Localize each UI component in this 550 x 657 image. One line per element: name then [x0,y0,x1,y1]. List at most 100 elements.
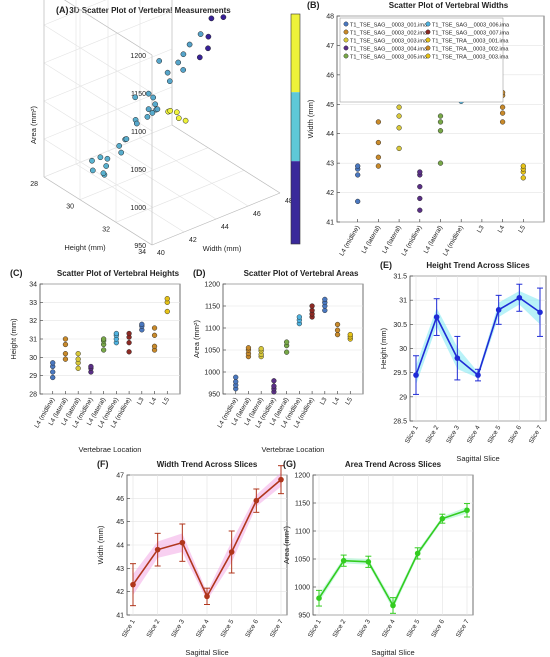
y-tick-label: 45 [326,102,334,109]
y-axis-label: Area (mm²) [282,526,291,564]
legend-marker [425,53,431,59]
data-point [413,372,419,378]
y-tick-label: 1100 [205,326,220,333]
y-tick-label: 47 [326,43,334,50]
data-point [205,33,212,40]
data-point [296,314,302,320]
z-axis-label: Area (mm²) [29,106,38,144]
data-point [197,31,204,37]
panel-tag: (B) [307,0,320,10]
data-point [204,593,210,600]
data-point [104,155,111,162]
x-tick-label: L4 [149,396,159,406]
data-point [118,149,125,156]
grid-line [79,147,209,200]
y-tick-label: 47 [116,473,124,480]
x-tick-label: L4 (lateral) [423,225,445,255]
data-point [126,349,132,355]
panel-tag: (F) [97,459,109,469]
y-tick-label: 1200 [294,473,310,480]
x-tick-label: L4 [497,224,507,234]
colorbar-segment [291,92,300,162]
x-tick-label: L3 [319,396,329,406]
data-point [89,157,95,164]
data-point [152,101,159,108]
y-tick-label: 41 [116,613,124,620]
data-point [355,163,361,169]
y-axis-label: Height (mm) [9,318,18,360]
data-point [365,559,372,565]
data-point [417,169,423,175]
x-tick-label: 42 [189,237,197,244]
x-tick-label: Slice 2 [425,424,441,445]
data-point [334,331,341,338]
x-tick-label: L4 (midline) [442,225,465,258]
y-tick-label: 31 [399,298,407,305]
y-tick-label: 45 [116,519,124,526]
y-tick-label: 48 [326,14,334,21]
data-point [355,172,361,178]
panel-title: Scatter Plot of Vertebral Areas [244,269,359,278]
axes-box [222,283,364,395]
data-point [396,113,402,119]
colorbar-segment [291,14,300,93]
data-point [322,307,328,314]
x-tick-label: Slice 2 [146,618,162,639]
x-tick-label: Slice 3 [356,618,372,639]
box-edge [64,0,153,56]
panel-tag: (G) [283,459,296,469]
data-point [437,119,444,125]
data-point [116,143,123,149]
panel-tag: (C) [10,268,23,278]
x-tick-label: L3 [476,224,486,234]
panel-title: Scatter Plot of Vertebral Widths [389,1,509,10]
data-point [396,125,402,131]
data-point [164,69,171,76]
y-tick-label: 31 [29,337,37,344]
x-tick-label: Slice 6 [430,618,446,639]
panel-e: (E) Height Trend Across Slices 28.5 29 29.5 3… [379,260,547,463]
colorbar-segment [291,161,300,244]
y-axis-label: Width (mm) [96,525,105,564]
data-point [123,136,130,142]
y-tick-label: 1000 [204,370,220,377]
x-tick-label: Slice 1 [307,618,323,639]
y-axis-label: Width (mm) [306,99,315,138]
y-tick-label: 42 [116,589,124,596]
x-tick-label: Slice 3 [445,424,461,445]
x-tick-label: Slice 2 [332,618,348,639]
x-tick-label: Slice 1 [404,424,420,445]
data-point [186,41,193,48]
x-tick-label: Slice 6 [507,424,523,445]
data-point [375,163,382,169]
data-point [149,110,156,116]
panel-tag: (D) [193,268,206,278]
data-point [233,374,239,380]
data-point [334,321,341,328]
data-point [113,330,119,337]
grid-line [75,163,185,233]
x-tick-label: 44 [221,224,229,231]
grid-line [139,137,249,207]
data-point [347,331,353,338]
data-point [175,59,182,66]
data-point [89,167,96,174]
colorbar-frame [290,13,301,245]
panel-a: (A) 3D Scatter Plot of Vertebral Measurem… [29,0,301,257]
x-tick-label: 46 [253,211,261,218]
legend-entry: T1_TSE_SAG__0003_004.ima [350,46,428,52]
x-tick-label: L3 [136,396,146,406]
data-point [437,160,444,166]
data-point [50,374,56,381]
data-point [309,307,315,314]
data-point [417,184,423,190]
x-tick-label: L4 (midline) [400,225,423,258]
x-tick-label: L5 [344,396,354,406]
data-point [173,109,180,116]
panel-title: Scatter Plot of Vertebral Heights [57,269,180,278]
y-tick-label: 41 [326,220,334,227]
data-point [334,327,341,333]
y-tick-label: 1200 [204,282,220,289]
data-point [375,154,382,160]
